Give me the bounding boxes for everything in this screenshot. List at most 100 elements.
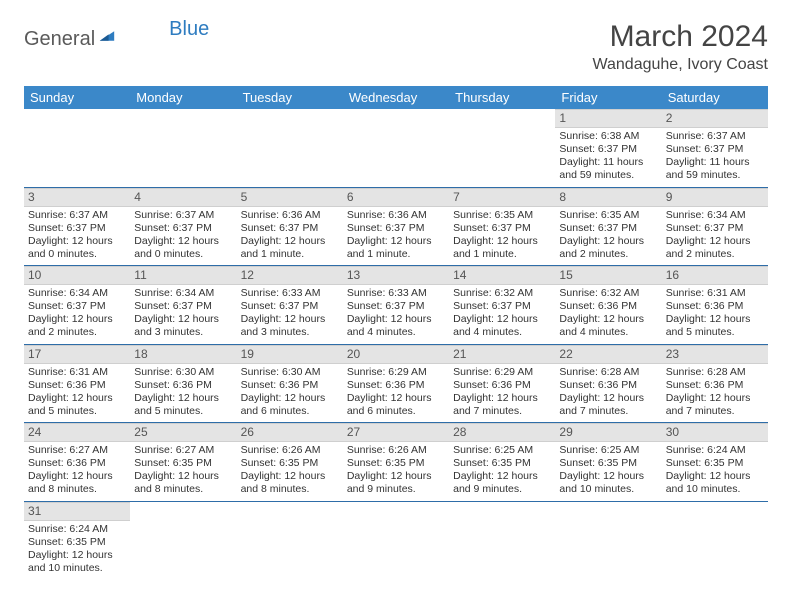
sunset-text: Sunset: 6:36 PM <box>347 379 445 392</box>
logo-text-blue: Blue <box>169 18 209 41</box>
day-body: Sunrise: 6:35 AMSunset: 6:37 PMDaylight:… <box>449 207 555 266</box>
sunset-text: Sunset: 6:37 PM <box>453 300 551 313</box>
daylight-text: Daylight: 12 hours and 7 minutes. <box>666 392 764 418</box>
day-number: 1 <box>555 109 661 128</box>
calendar-day-cell: 19Sunrise: 6:30 AMSunset: 6:36 PMDayligh… <box>237 344 343 423</box>
daylight-text: Daylight: 12 hours and 5 minutes. <box>28 392 126 418</box>
calendar-day-cell: 15Sunrise: 6:32 AMSunset: 6:36 PMDayligh… <box>555 266 661 345</box>
calendar-day-cell: 24Sunrise: 6:27 AMSunset: 6:36 PMDayligh… <box>24 423 130 502</box>
sunset-text: Sunset: 6:36 PM <box>559 300 657 313</box>
daylight-text: Daylight: 12 hours and 0 minutes. <box>134 235 232 261</box>
day-body: Sunrise: 6:28 AMSunset: 6:36 PMDaylight:… <box>555 364 661 423</box>
calendar-day-cell: 9 Sunrise: 6:34 AMSunset: 6:37 PMDaylight… <box>662 187 768 266</box>
day-body: Sunrise: 6:34 AMSunset: 6:37 PMDaylight:… <box>24 285 130 344</box>
day-number: 3 <box>24 188 130 207</box>
day-body: Sunrise: 6:29 AMSunset: 6:36 PMDaylight:… <box>449 364 555 423</box>
daylight-text: Daylight: 12 hours and 7 minutes. <box>453 392 551 418</box>
sunrise-text: Sunrise: 6:34 AM <box>666 209 764 222</box>
day-number: 20 <box>343 345 449 364</box>
daylight-text: Daylight: 12 hours and 2 minutes. <box>666 235 764 261</box>
daylight-text: Daylight: 12 hours and 4 minutes. <box>453 313 551 339</box>
calendar-day-cell <box>343 109 449 187</box>
sunset-text: Sunset: 6:37 PM <box>241 300 339 313</box>
day-body: Sunrise: 6:32 AMSunset: 6:36 PMDaylight:… <box>555 285 661 344</box>
calendar-day-cell: 16Sunrise: 6:31 AMSunset: 6:36 PMDayligh… <box>662 266 768 345</box>
calendar-day-cell: 8Sunrise: 6:35 AMSunset: 6:37 PMDaylight… <box>555 187 661 266</box>
daylight-text: Daylight: 11 hours and 59 minutes. <box>666 156 764 182</box>
day-body: Sunrise: 6:36 AMSunset: 6:37 PMDaylight:… <box>343 207 449 266</box>
day-body: Sunrise: 6:26 AMSunset: 6:35 PMDaylight:… <box>343 442 449 501</box>
sunset-text: Sunset: 6:36 PM <box>241 379 339 392</box>
sunset-text: Sunset: 6:36 PM <box>559 379 657 392</box>
day-number: 26 <box>237 423 343 442</box>
day-number: 4 <box>130 188 236 207</box>
sunrise-text: Sunrise: 6:27 AM <box>134 444 232 457</box>
sunrise-text: Sunrise: 6:31 AM <box>28 366 126 379</box>
day-number: 28 <box>449 423 555 442</box>
calendar-day-cell: 4 Sunrise: 6:37 AMSunset: 6:37 PMDaylight… <box>130 187 236 266</box>
sunrise-text: Sunrise: 6:35 AM <box>559 209 657 222</box>
sunset-text: Sunset: 6:37 PM <box>134 222 232 235</box>
daylight-text: Daylight: 12 hours and 4 minutes. <box>559 313 657 339</box>
calendar-day-cell: 28Sunrise: 6:25 AMSunset: 6:35 PMDayligh… <box>449 423 555 502</box>
calendar-day-cell <box>24 109 130 187</box>
calendar-day-cell <box>449 501 555 579</box>
day-number: 9 <box>662 188 768 207</box>
daylight-text: Daylight: 12 hours and 9 minutes. <box>453 470 551 496</box>
sunrise-text: Sunrise: 6:33 AM <box>347 287 445 300</box>
sunrise-text: Sunrise: 6:26 AM <box>241 444 339 457</box>
sunrise-text: Sunrise: 6:37 AM <box>134 209 232 222</box>
sunset-text: Sunset: 6:37 PM <box>666 222 764 235</box>
day-number: 19 <box>237 345 343 364</box>
weekday-header: Friday <box>555 86 661 109</box>
weekday-header: Monday <box>130 86 236 109</box>
day-body: Sunrise: 6:24 AMSunset: 6:35 PMDaylight:… <box>662 442 768 501</box>
daylight-text: Daylight: 12 hours and 2 minutes. <box>559 235 657 261</box>
sunrise-text: Sunrise: 6:27 AM <box>28 444 126 457</box>
calendar-day-cell: 7Sunrise: 6:35 AMSunset: 6:37 PMDaylight… <box>449 187 555 266</box>
sunset-text: Sunset: 6:35 PM <box>453 457 551 470</box>
calendar-day-cell: 10Sunrise: 6:34 AMSunset: 6:37 PMDayligh… <box>24 266 130 345</box>
weekday-header: Saturday <box>662 86 768 109</box>
day-body: Sunrise: 6:30 AMSunset: 6:36 PMDaylight:… <box>130 364 236 423</box>
day-body: Sunrise: 6:33 AMSunset: 6:37 PMDaylight:… <box>343 285 449 344</box>
sunset-text: Sunset: 6:37 PM <box>453 222 551 235</box>
weekday-header: Thursday <box>449 86 555 109</box>
day-number: 21 <box>449 345 555 364</box>
calendar-day-cell: 23Sunrise: 6:28 AMSunset: 6:36 PMDayligh… <box>662 344 768 423</box>
sunrise-text: Sunrise: 6:32 AM <box>453 287 551 300</box>
calendar-day-cell: 5Sunrise: 6:36 AMSunset: 6:37 PMDaylight… <box>237 187 343 266</box>
sunrise-text: Sunrise: 6:38 AM <box>559 130 657 143</box>
day-number: 7 <box>449 188 555 207</box>
daylight-text: Daylight: 12 hours and 1 minute. <box>347 235 445 261</box>
sunrise-text: Sunrise: 6:34 AM <box>28 287 126 300</box>
day-number: 31 <box>24 502 130 521</box>
location: Wandaguhe, Ivory Coast <box>593 56 769 74</box>
day-number: 13 <box>343 266 449 285</box>
day-number: 8 <box>555 188 661 207</box>
day-body: Sunrise: 6:25 AMSunset: 6:35 PMDaylight:… <box>449 442 555 501</box>
daylight-text: Daylight: 12 hours and 5 minutes. <box>666 313 764 339</box>
calendar-body: 1Sunrise: 6:38 AMSunset: 6:37 PMDaylight… <box>24 109 768 579</box>
daylight-text: Daylight: 12 hours and 4 minutes. <box>347 313 445 339</box>
day-body: Sunrise: 6:28 AMSunset: 6:36 PMDaylight:… <box>662 364 768 423</box>
daylight-text: Daylight: 12 hours and 10 minutes. <box>666 470 764 496</box>
calendar-day-cell <box>662 501 768 579</box>
calendar-day-cell <box>237 501 343 579</box>
sunrise-text: Sunrise: 6:37 AM <box>28 209 126 222</box>
daylight-text: Daylight: 12 hours and 3 minutes. <box>241 313 339 339</box>
day-body: Sunrise: 6:25 AMSunset: 6:35 PMDaylight:… <box>555 442 661 501</box>
sunrise-text: Sunrise: 6:33 AM <box>241 287 339 300</box>
calendar-day-cell: 1Sunrise: 6:38 AMSunset: 6:37 PMDaylight… <box>555 109 661 187</box>
sunrise-text: Sunrise: 6:37 AM <box>666 130 764 143</box>
weekday-header: Wednesday <box>343 86 449 109</box>
calendar-day-cell: 17Sunrise: 6:31 AMSunset: 6:36 PMDayligh… <box>24 344 130 423</box>
calendar-day-cell: 3Sunrise: 6:37 AMSunset: 6:37 PMDaylight… <box>24 187 130 266</box>
day-number: 30 <box>662 423 768 442</box>
sunrise-text: Sunrise: 6:25 AM <box>559 444 657 457</box>
calendar-day-cell: 2Sunrise: 6:37 AMSunset: 6:37 PMDaylight… <box>662 109 768 187</box>
calendar-day-cell <box>130 109 236 187</box>
sunrise-text: Sunrise: 6:25 AM <box>453 444 551 457</box>
calendar-day-cell: 27Sunrise: 6:26 AMSunset: 6:35 PMDayligh… <box>343 423 449 502</box>
day-number: 2 <box>662 109 768 128</box>
